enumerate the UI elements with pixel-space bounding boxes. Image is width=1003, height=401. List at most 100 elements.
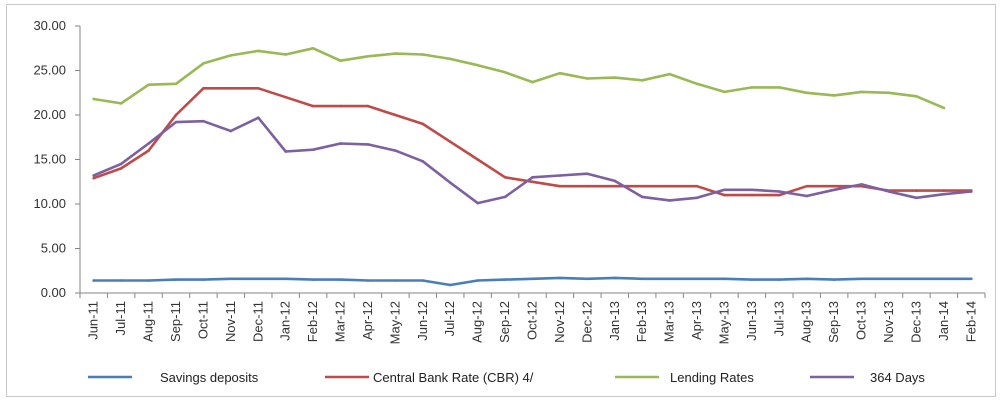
x-tick-label: Feb-13 — [634, 301, 649, 342]
x-tick-label: Jan-13 — [607, 301, 622, 341]
data-point — [476, 201, 479, 205]
x-tick-label: Nov-11 — [223, 301, 238, 342]
data-point — [860, 90, 863, 94]
data-point — [750, 86, 754, 89]
legend-label: 364 Days — [870, 370, 925, 385]
data-point — [668, 199, 671, 202]
y-tick-label: 30.00 — [33, 18, 66, 33]
series-line-central-bank-rate-cbr-4 — [92, 87, 973, 197]
data-point — [366, 104, 370, 108]
data-point — [174, 82, 178, 86]
data-point — [256, 277, 260, 281]
data-point — [558, 276, 562, 280]
data-point — [229, 129, 233, 133]
data-point — [969, 190, 973, 193]
x-tick-label: Jun-13 — [744, 301, 759, 341]
y-axis: 0.00 5.00 10.00 15.00 20.00 25.00 30.00 — [33, 18, 81, 300]
data-point — [558, 174, 562, 177]
data-point — [531, 277, 534, 281]
data-point — [640, 277, 644, 281]
data-point — [887, 190, 891, 193]
data-point — [256, 87, 260, 90]
data-point — [339, 104, 342, 108]
x-tick-label: Mar-13 — [662, 301, 677, 342]
data-point — [448, 283, 452, 287]
data-point — [695, 196, 699, 200]
data-point — [147, 142, 150, 145]
data-point — [805, 277, 809, 281]
data-point — [942, 192, 946, 196]
x-tick-label: Apr-12 — [360, 301, 375, 340]
data-point — [558, 184, 562, 188]
data-point — [805, 91, 809, 95]
x-tick-label: Jul-13 — [771, 301, 786, 336]
data-point — [174, 113, 178, 117]
x-tick-label: Jul-12 — [442, 301, 457, 336]
data-point — [202, 87, 205, 90]
data-point — [640, 184, 644, 188]
data-point — [969, 277, 973, 281]
y-tick-label: 5.00 — [41, 241, 66, 256]
data-point — [229, 87, 233, 90]
data-point — [284, 53, 287, 56]
data-point — [339, 278, 342, 281]
data-point — [229, 54, 233, 57]
data-point — [558, 71, 562, 75]
data-point — [531, 180, 534, 184]
data-point — [640, 78, 644, 82]
data-point — [421, 53, 425, 56]
data-point — [805, 194, 809, 198]
x-tick-label: Sep-12 — [497, 301, 512, 343]
data-point — [366, 279, 370, 282]
data-point — [229, 277, 233, 281]
data-point — [832, 94, 836, 97]
data-point — [202, 119, 205, 123]
x-tick-label: Feb-12 — [305, 301, 320, 342]
data-point — [668, 277, 671, 281]
data-point — [174, 120, 178, 124]
data-point — [256, 49, 260, 53]
data-point — [311, 104, 315, 108]
x-tick-label: Aug-12 — [470, 301, 485, 343]
data-point — [887, 277, 891, 281]
legend-label: Lending Rates — [670, 370, 754, 385]
x-tick-label: Jan-12 — [278, 301, 293, 341]
x-tick-label: Jan-14 — [936, 301, 951, 341]
data-point — [448, 181, 452, 184]
data-point — [394, 279, 397, 282]
data-point — [613, 276, 617, 280]
series-line-364-days — [92, 116, 973, 205]
x-tick-label: Oct-11 — [195, 301, 210, 339]
data-point — [586, 277, 589, 281]
data-point — [832, 188, 836, 192]
data-point — [311, 278, 315, 281]
data-point — [695, 277, 699, 281]
data-point — [695, 82, 699, 86]
data-point — [723, 193, 726, 197]
data-point — [339, 59, 342, 63]
x-tick-label: Dec-11 — [250, 301, 265, 342]
x-tick-label: Aug-13 — [799, 301, 814, 343]
data-point — [640, 195, 644, 199]
data-point — [119, 167, 123, 170]
data-point — [942, 106, 946, 110]
data-point — [284, 150, 287, 153]
data-point — [668, 184, 671, 188]
data-point — [613, 76, 617, 79]
data-point — [723, 188, 726, 192]
data-point — [92, 279, 96, 282]
data-point — [805, 184, 809, 188]
data-point — [476, 63, 479, 67]
x-tick-label: Jun-11 — [86, 301, 101, 340]
data-point — [394, 113, 397, 117]
series-lines — [92, 46, 973, 287]
data-point — [339, 142, 342, 145]
data-point — [202, 278, 205, 281]
x-tick-label: Feb-14 — [963, 301, 978, 342]
data-point — [394, 52, 397, 55]
data-point — [778, 278, 781, 281]
data-point — [613, 179, 617, 183]
x-tick-label: Sep-11 — [168, 301, 183, 342]
